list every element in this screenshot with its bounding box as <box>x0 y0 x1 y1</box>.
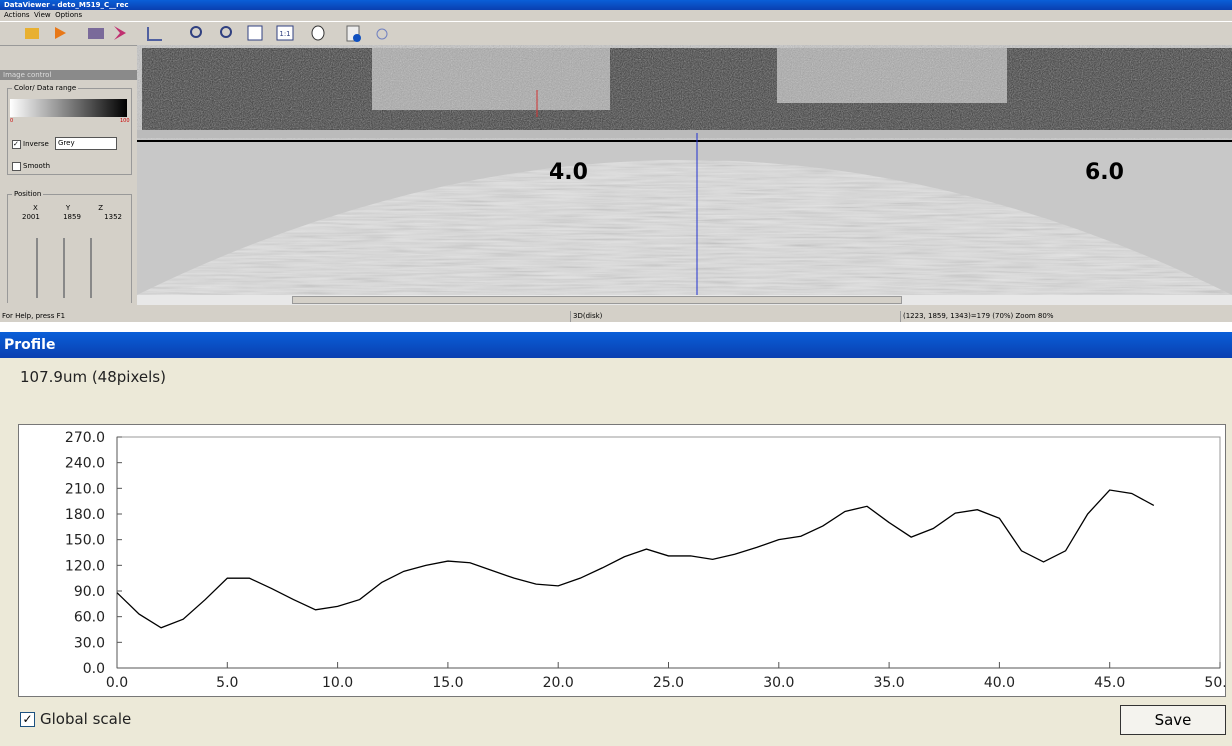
x-tick-label: 35.0 <box>874 675 905 691</box>
group-label: Position <box>12 190 43 198</box>
viewer-window: DataViewer - deto_M519_C__rec Actions Vi… <box>0 0 1232 322</box>
menu-item[interactable]: View <box>34 11 51 19</box>
coord-value: 1859 <box>63 213 81 221</box>
zoom-out-icon[interactable] <box>221 27 231 37</box>
tool-icon[interactable] <box>114 26 126 40</box>
axis-labels: X Y Z <box>33 204 103 212</box>
x-tick-label: 15.0 <box>432 675 463 691</box>
zoom-1-1-label: 1:1 <box>279 30 290 38</box>
x-tick-label: 30.0 <box>763 675 794 691</box>
checkbox-label: Global scale <box>40 710 131 728</box>
toolbar-icons: 1:1 <box>0 22 420 45</box>
page: DataViewer profile { "viewer": { "title"… <box>0 0 1232 746</box>
menu-bar: Actions View Options <box>4 10 82 20</box>
y-tick-label: 210.0 <box>65 481 105 497</box>
coords: 2001 1859 1352 <box>22 213 122 221</box>
tool-icon[interactable] <box>88 28 104 39</box>
y-tick-label: 150.0 <box>65 533 105 549</box>
y-tick-label: 270.0 <box>65 430 105 446</box>
palette-select[interactable]: Grey <box>55 137 117 150</box>
profile-line <box>117 490 1154 628</box>
y-tick-label: 60.0 <box>74 610 105 626</box>
menu-item[interactable]: Options <box>55 11 82 19</box>
play-icon[interactable] <box>55 27 66 39</box>
toolbar: 1:1 <box>0 21 1232 46</box>
page-body: DataViewer - deto_M519_C__rec Actions Vi… <box>0 0 1232 746</box>
y-tick-label: 30.0 <box>74 635 105 651</box>
x-tick-label: 45.0 <box>1094 675 1125 691</box>
y-tick-label: 120.0 <box>65 558 105 574</box>
x-tick-label: 50.0 <box>1204 675 1225 691</box>
ruler-label: 6.0 <box>1085 160 1124 185</box>
x-tick-label: 0.0 <box>106 675 128 691</box>
menu-item[interactable]: Actions <box>4 11 30 19</box>
image-control-panel: Image control Color/ Data range 0 100 ✓ … <box>0 70 138 305</box>
status-text: 3D(disk) <box>570 311 698 322</box>
x-tick-label: 40.0 <box>984 675 1015 691</box>
zoom-in-icon[interactable] <box>191 27 201 37</box>
fit-icon[interactable] <box>248 26 262 40</box>
profile-window: Profile 107.9um (48pixels) 0.0 30.0 60.0 90… <box>0 332 1232 746</box>
inverse-checkbox[interactable]: ✓ <box>12 140 21 149</box>
scroll-thumb[interactable] <box>292 296 902 304</box>
info-badge <box>353 34 361 42</box>
coord-value: 2001 <box>22 213 40 221</box>
y-tick-label: 90.0 <box>74 584 105 600</box>
axis-label: Y <box>66 204 70 212</box>
profile-title-bar: Profile <box>0 332 1232 358</box>
chart-frame: 0.0 30.0 60.0 90.0 120.0 150.0 180.0 210.0 240.0… <box>18 424 1226 697</box>
status-bar: For Help, press F1 3D(disk) (1223, 1859,… <box>0 311 1232 322</box>
status-text: (1223, 1859, 1343)=179 (70%) Zoom 80% <box>900 311 1053 322</box>
smooth-checkbox[interactable] <box>12 162 21 171</box>
slider-x[interactable] <box>36 238 38 298</box>
measurement: 107.9um (48pixels) <box>20 368 166 386</box>
noise <box>142 48 1232 130</box>
slider-y[interactable] <box>63 238 65 298</box>
y-tick-label: 0.0 <box>83 661 105 677</box>
checkbox-label: Inverse <box>23 140 49 148</box>
axis-label: X <box>33 204 38 212</box>
checkbox-label: Smooth <box>23 162 50 170</box>
tool-icon[interactable] <box>148 27 162 40</box>
ruler-base <box>137 130 1232 138</box>
x-tick-label: 5.0 <box>216 675 238 691</box>
panel-title: Image control <box>0 70 137 80</box>
open-icon[interactable] <box>25 28 39 39</box>
group-label: Color/ Data range <box>12 84 78 92</box>
x-tick-label: 10.0 <box>322 675 353 691</box>
help-icon[interactable] <box>377 29 387 39</box>
x-tick-label: 25.0 <box>653 675 684 691</box>
x-tick-label: 20.0 <box>543 675 574 691</box>
range-max: 100 <box>120 118 130 124</box>
window-title: Profile <box>4 337 55 353</box>
h-scrollbar[interactable] <box>137 295 1232 305</box>
axis-label: Z <box>98 204 103 212</box>
viewer-title-bar: DataViewer - deto_M519_C__rec <box>0 0 1232 10</box>
save-button[interactable]: Save <box>1120 705 1226 735</box>
profile-chart: 0.0 30.0 60.0 90.0 120.0 150.0 180.0 210.0 240.0… <box>19 425 1225 696</box>
slider-z[interactable] <box>90 238 92 298</box>
plot-border <box>117 437 1220 668</box>
image-view: 4.0 6.0 <box>137 45 1232 295</box>
global-scale-checkbox[interactable]: ✓ <box>20 712 35 727</box>
pan-icon[interactable] <box>312 26 324 40</box>
window-title: DataViewer - deto_M519_C__rec <box>4 1 128 9</box>
y-tick-label: 180.0 <box>65 507 105 523</box>
status-text: For Help, press F1 <box>2 311 65 322</box>
coord-value: 1352 <box>104 213 122 221</box>
range-min: 0 <box>10 118 13 124</box>
ruler-label: 4.0 <box>549 160 588 185</box>
y-tick-label: 240.0 <box>65 456 105 472</box>
color-ramp <box>10 99 127 117</box>
